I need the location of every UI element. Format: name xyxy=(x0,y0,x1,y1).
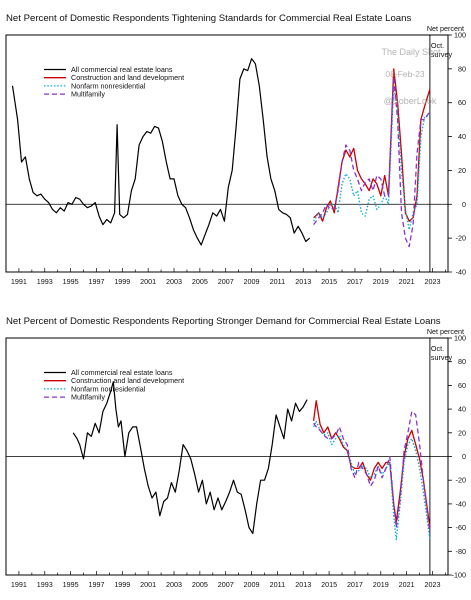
chart2-x-tick-label: 1999 xyxy=(114,580,130,589)
chart1-y-axis-label: Net percent xyxy=(427,24,464,33)
chart2-x-tick-label: 2001 xyxy=(140,580,156,589)
chart2-y-axis-label: Net percent xyxy=(427,327,464,336)
chart2-y-tick-label: -100 xyxy=(452,571,466,580)
chart2-legend-label-3: Nonfarm nonresidential xyxy=(71,384,146,393)
chart1-x-tick-label: 2021 xyxy=(399,277,415,286)
chart2-x-tick-label: 2005 xyxy=(192,580,208,589)
chart2-x-tick-label: 2009 xyxy=(244,580,260,589)
chart2-y-tick-label: 20 xyxy=(458,428,466,437)
chart1-x-tick-label: 2015 xyxy=(321,277,337,286)
chart2-x-tick-label: 1993 xyxy=(37,580,53,589)
chart2-y-tick-label: 80 xyxy=(458,357,466,366)
chart1-legend-label-3: Nonfarm nonresidential xyxy=(71,81,146,90)
chart2-y-tick-label: 100 xyxy=(454,334,466,343)
chart2-x-tick-label: 2019 xyxy=(373,580,389,589)
chart2-y-tick-label: -40 xyxy=(456,499,466,508)
watermark-date: 08-Feb-23 xyxy=(385,69,424,79)
chart1-x-tick-label: 2019 xyxy=(373,277,389,286)
chart1-x-tick-label: 1995 xyxy=(63,277,79,286)
chart2-legend-label-4: Multifamily xyxy=(71,393,105,402)
chart2-annotation-line1: Oct. xyxy=(431,344,444,353)
chart1-annotation-line2: survey xyxy=(431,50,453,59)
chart1-legend-label-1: All commercial real estate loans xyxy=(71,65,173,74)
chart1-y-tick-label: 40 xyxy=(458,132,466,141)
chart1-y-tick-label: -40 xyxy=(456,268,466,277)
chart2-y-tick-label: 0 xyxy=(462,452,466,461)
chart1-x-tick-label: 1991 xyxy=(11,277,27,286)
chart2-title: Net Percent of Domestic Respondents Repo… xyxy=(6,316,441,327)
chart2-y-tick-label: 60 xyxy=(458,381,466,390)
chart2-y-tick-label: -80 xyxy=(456,547,466,556)
chart2-series-line-3 xyxy=(313,420,431,541)
chart1-y-tick-label: 80 xyxy=(458,64,466,73)
chart2-x-tick-label: 2003 xyxy=(166,580,182,589)
chart1-y-tick-label: 0 xyxy=(462,200,466,209)
chart1-x-tick-label: 2013 xyxy=(295,277,311,286)
watermark-title: The Daily Shot xyxy=(381,47,441,57)
chart2-x-tick-label: 2013 xyxy=(295,580,311,589)
chart1-title: Net Percent of Domestic Respondents Tigh… xyxy=(6,13,411,24)
chart1-annotation-line1: Oct. xyxy=(431,41,444,50)
chart1-x-tick-label: 2007 xyxy=(218,277,234,286)
chart2-x-tick-label: 2021 xyxy=(399,580,415,589)
chart1-plot-frame xyxy=(5,34,449,273)
chart1-x-tick-label: 2003 xyxy=(166,277,182,286)
chart2-annotation-line2: survey xyxy=(431,353,453,362)
chart1-series-line-3 xyxy=(313,85,430,231)
chart1-legend-label-2: Construction and land development xyxy=(71,73,184,82)
chart1-series-line-2 xyxy=(313,68,431,222)
chart1-x-tick-label: 2023 xyxy=(424,277,440,286)
chart2-x-tick-label: 2023 xyxy=(424,580,440,589)
chart1-series-line-4 xyxy=(313,76,431,248)
chart2-y-tick-label: -20 xyxy=(456,476,466,485)
chart1-y-tick-label: 100 xyxy=(454,31,466,40)
chart2-x-tick-label: 2007 xyxy=(218,580,234,589)
chart1-x-tick-label: 2017 xyxy=(347,277,363,286)
chart2-series-line-2 xyxy=(312,400,431,528)
chart2-series-line-4 xyxy=(313,410,431,534)
chart2-legend-label-1: All commercial real estate loans xyxy=(71,368,173,377)
chart1-legend-label-4: Multifamily xyxy=(71,90,105,99)
chart1-x-tick-label: 2001 xyxy=(140,277,156,286)
chart2-x-tick-label: 1997 xyxy=(88,580,104,589)
chart2-x-tick-label: 2015 xyxy=(321,580,337,589)
chart1-y-tick-label: 20 xyxy=(458,166,466,175)
chart1-x-tick-label: 2011 xyxy=(270,277,285,286)
chart2-x-tick-label: 2017 xyxy=(347,580,363,589)
chart2-x-tick-label: 1991 xyxy=(11,580,27,589)
chart1-x-tick-label: 1997 xyxy=(88,277,104,286)
chart1-series-line-1 xyxy=(11,58,311,246)
chart2-x-tick-label: 1995 xyxy=(63,580,79,589)
watermark-handle: @SoberLook xyxy=(384,96,437,106)
chart1-x-tick-label: 2005 xyxy=(192,277,208,286)
chart2-y-tick-label: 40 xyxy=(458,405,466,414)
chart2-x-tick-label: 2011 xyxy=(270,580,285,589)
chart1-x-tick-label: 2009 xyxy=(244,277,260,286)
chart1-y-tick-label: -20 xyxy=(456,234,466,243)
chart2-legend-label-2: Construction and land development xyxy=(71,376,184,385)
chart2-y-tick-label: -60 xyxy=(456,523,466,532)
chart1-x-tick-label: 1993 xyxy=(37,277,53,286)
chart1-x-tick-label: 1999 xyxy=(114,277,130,286)
chart1-y-tick-label: 60 xyxy=(458,98,466,107)
chart2-series-line-1 xyxy=(72,381,308,535)
